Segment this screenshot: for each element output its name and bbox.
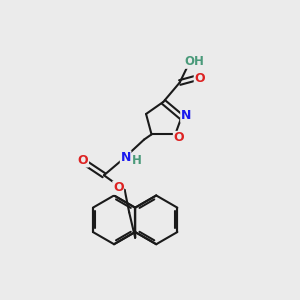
Text: O: O [113, 181, 124, 194]
Text: N: N [120, 151, 131, 164]
Text: N: N [181, 109, 191, 122]
Text: OH: OH [184, 55, 205, 68]
Text: O: O [78, 154, 88, 167]
Text: H: H [132, 154, 142, 167]
Text: O: O [194, 72, 205, 85]
Text: O: O [173, 131, 184, 145]
